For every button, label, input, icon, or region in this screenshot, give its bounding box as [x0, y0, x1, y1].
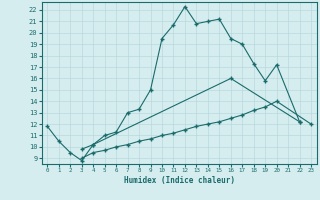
X-axis label: Humidex (Indice chaleur): Humidex (Indice chaleur) [124, 176, 235, 185]
